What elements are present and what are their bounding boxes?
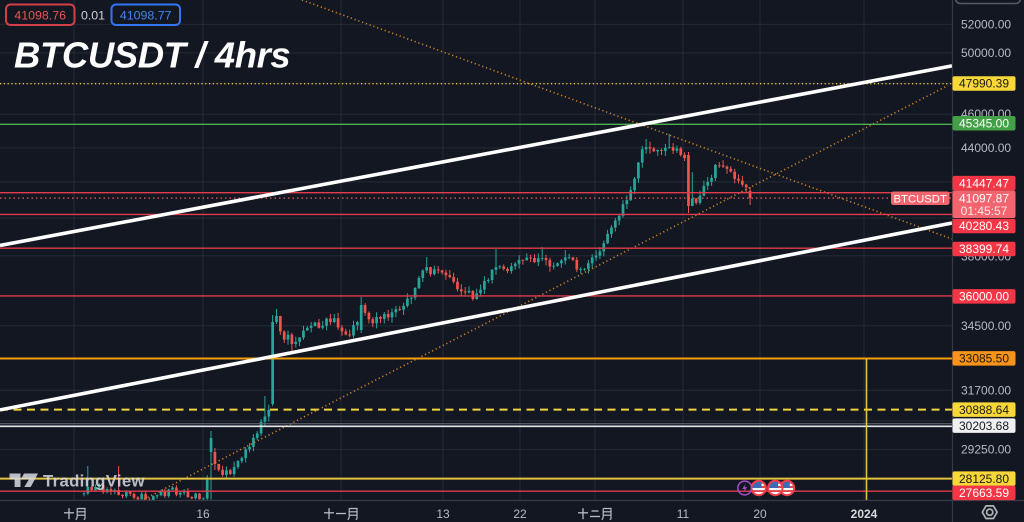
svg-text:41097.87: 41097.87	[959, 191, 1009, 205]
svg-text:38399.74: 38399.74	[959, 242, 1009, 256]
svg-text:20: 20	[753, 507, 767, 521]
svg-text:27663.59: 27663.59	[959, 486, 1009, 500]
svg-text:41447.47: 41447.47	[959, 176, 1009, 190]
svg-text:BTCUSDT: BTCUSDT	[894, 193, 947, 205]
svg-text:13: 13	[436, 507, 450, 521]
svg-text:33085.50: 33085.50	[959, 352, 1009, 366]
svg-text:29250.00: 29250.00	[961, 443, 1011, 457]
svg-text:41098.77: 41098.77	[120, 8, 172, 22]
svg-text:TradingView: TradingView	[43, 472, 145, 491]
svg-text:40280.43: 40280.43	[959, 219, 1009, 233]
svg-text:30203.68: 30203.68	[959, 419, 1009, 433]
svg-text:50000.00: 50000.00	[961, 46, 1011, 60]
svg-text:BTCUSDT / 4hrs: BTCUSDT / 4hrs	[14, 35, 290, 76]
svg-text:31700.00: 31700.00	[961, 384, 1011, 398]
svg-text:36000.00: 36000.00	[959, 290, 1009, 304]
svg-text:34500.00: 34500.00	[961, 319, 1011, 333]
svg-text:0.01: 0.01	[81, 8, 105, 22]
svg-text:52000.00: 52000.00	[961, 18, 1011, 32]
svg-text:47990.39: 47990.39	[959, 77, 1009, 91]
svg-text:2024: 2024	[851, 507, 878, 521]
svg-text:28125.80: 28125.80	[959, 472, 1009, 486]
svg-text:41098.76: 41098.76	[14, 8, 66, 22]
svg-text:16: 16	[196, 507, 210, 521]
svg-text:45345.00: 45345.00	[959, 116, 1009, 130]
svg-text:44000.00: 44000.00	[961, 141, 1011, 155]
svg-text:22: 22	[513, 507, 527, 521]
svg-text:11: 11	[677, 507, 690, 521]
svg-text:01:45:57: 01:45:57	[961, 204, 1008, 218]
svg-text:30888.64: 30888.64	[959, 403, 1009, 417]
